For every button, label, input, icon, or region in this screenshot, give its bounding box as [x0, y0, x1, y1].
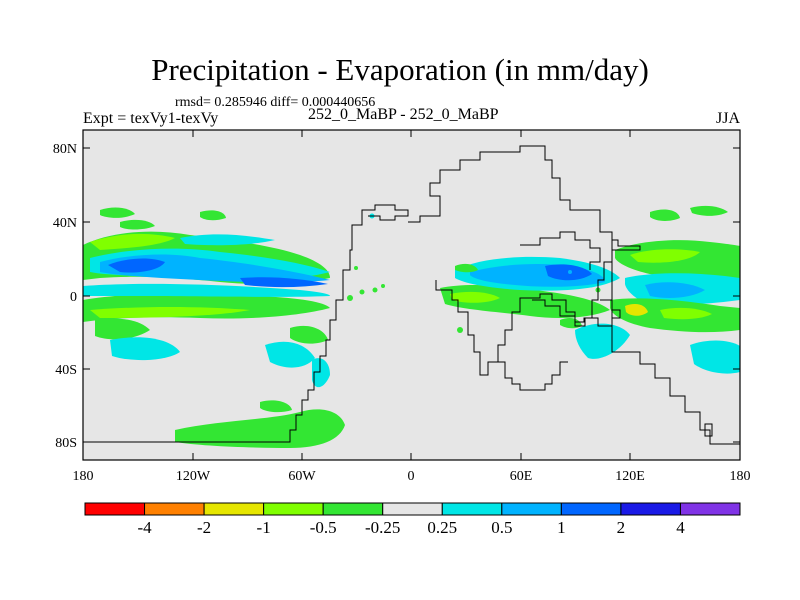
- colorbar-box-9: [620, 502, 681, 516]
- contour-dot-3: [372, 287, 378, 293]
- contour-lightgreen-band-south: [90, 307, 250, 318]
- contour-dot-1: [347, 295, 353, 301]
- colorbar-box-3: [263, 502, 324, 516]
- lat-tick-0: 0: [70, 290, 77, 305]
- contour-lightgreen-wpac: [630, 249, 700, 263]
- lon-tick-120e: 120E: [615, 469, 645, 484]
- colorbar-box-8: [560, 502, 622, 516]
- colorbar-label-4: -0.25: [365, 518, 401, 537]
- coastline-australia: [532, 299, 621, 327]
- lon-tick-120w: 120W: [176, 469, 211, 484]
- contour-green-southern-ocean: [175, 409, 345, 448]
- coastline-asia-interior: [520, 231, 601, 270]
- colorbar-label-8: 2: [616, 518, 626, 537]
- colorbar-box-4: [322, 502, 384, 516]
- period-label: 252_0_MaBP - 252_0_MaBP: [308, 106, 499, 123]
- contour-green-np3: [200, 210, 226, 221]
- colorbar-label-5: 0.25: [427, 518, 458, 537]
- season-label: JJA: [715, 110, 740, 127]
- contour-cyan-sp1: [110, 337, 180, 361]
- experiment-label: Expt = texVy1-texVy: [83, 110, 219, 127]
- lon-tick-0: 0: [408, 469, 415, 484]
- contour-lightgreen-wpac-south: [660, 307, 712, 320]
- contour-dot-7: [457, 327, 463, 333]
- contour-darkblue-pac2: [240, 277, 328, 288]
- lon-tick-60e: 60E: [510, 469, 533, 484]
- longitude-axis: 180 120W 60W 0 60E 120E 180: [73, 130, 751, 484]
- colorbar-label-0: -4: [137, 518, 152, 537]
- contour-lightgreen-africa: [450, 291, 500, 303]
- coastline-america: [83, 204, 409, 443]
- contour-dot-4: [381, 284, 385, 288]
- rmsd-diff-stats: rmsd= 0.285946 diff= 0.000440656: [175, 95, 376, 110]
- latitude-axis: 80N 40N 0 40S 80S: [53, 142, 740, 451]
- colorbar: [84, 502, 741, 516]
- contour-cyan-indian-ocean: [575, 323, 630, 359]
- colorbar-label-6: 0.5: [491, 518, 513, 537]
- contour-green-africa-north: [455, 263, 478, 273]
- colorbar-label-3: -0.5: [309, 518, 337, 537]
- colorbar-label-1: -2: [196, 518, 212, 537]
- colorbar-label-9: 4: [676, 518, 685, 537]
- contour-cyan-chile: [312, 358, 330, 388]
- colorbar-box-1: [144, 502, 205, 516]
- contour-cyan-north-top: [180, 234, 275, 246]
- lat-tick-40n: 40N: [53, 216, 77, 231]
- coastline-africa-south: [498, 361, 568, 391]
- lat-tick-80s: 80S: [55, 436, 77, 451]
- contour-green-np2: [120, 219, 155, 230]
- lon-tick-60w: 60W: [288, 469, 316, 484]
- contour-green-np-east: [650, 209, 680, 221]
- contour-yellow-wpac: [625, 304, 648, 316]
- contour-darkblue-pac: [108, 258, 165, 273]
- contour-green-sp2: [290, 325, 328, 344]
- continent-outlines: [83, 145, 740, 445]
- colorbar-box-7: [501, 502, 562, 516]
- contour-dot-5: [354, 266, 358, 270]
- lat-tick-40s: 40S: [55, 363, 77, 378]
- lat-tick-80n: 80N: [53, 142, 77, 157]
- contour-green-sp1: [95, 318, 150, 340]
- colorbar-label-2: -1: [256, 518, 271, 537]
- contour-cyan-sp2: [265, 341, 315, 368]
- contour-cyan-band-south: [83, 283, 330, 297]
- contour-cyan-spac-east: [690, 340, 740, 374]
- coastline-east-block: [611, 250, 740, 445]
- contour-green-np1: [100, 207, 135, 218]
- colorbar-box-6: [441, 502, 503, 516]
- coastline-east-island: [704, 423, 713, 437]
- colorbar-box-5: [382, 502, 443, 516]
- colorbar-label-7: 1: [557, 518, 566, 537]
- map-title: Precipitation - Evaporation (in mm/day): [151, 52, 649, 87]
- contour-lightgreen-band-north: [90, 233, 175, 250]
- lon-tick-180e: 180: [730, 469, 751, 484]
- colorbar-box-0: [84, 502, 146, 516]
- contour-dot-9: [568, 270, 572, 274]
- contour-fields: [83, 205, 740, 448]
- coastline-eurasia-africa: [408, 145, 641, 376]
- contour-green-south-small: [260, 400, 292, 413]
- colorbar-box-10: [679, 502, 741, 516]
- contour-blue-wpac: [645, 282, 705, 298]
- lon-tick-180w: 180: [73, 469, 94, 484]
- colorbar-box-2: [203, 502, 265, 516]
- contour-dot-2: [359, 289, 365, 295]
- contour-green-np-east2: [690, 205, 728, 216]
